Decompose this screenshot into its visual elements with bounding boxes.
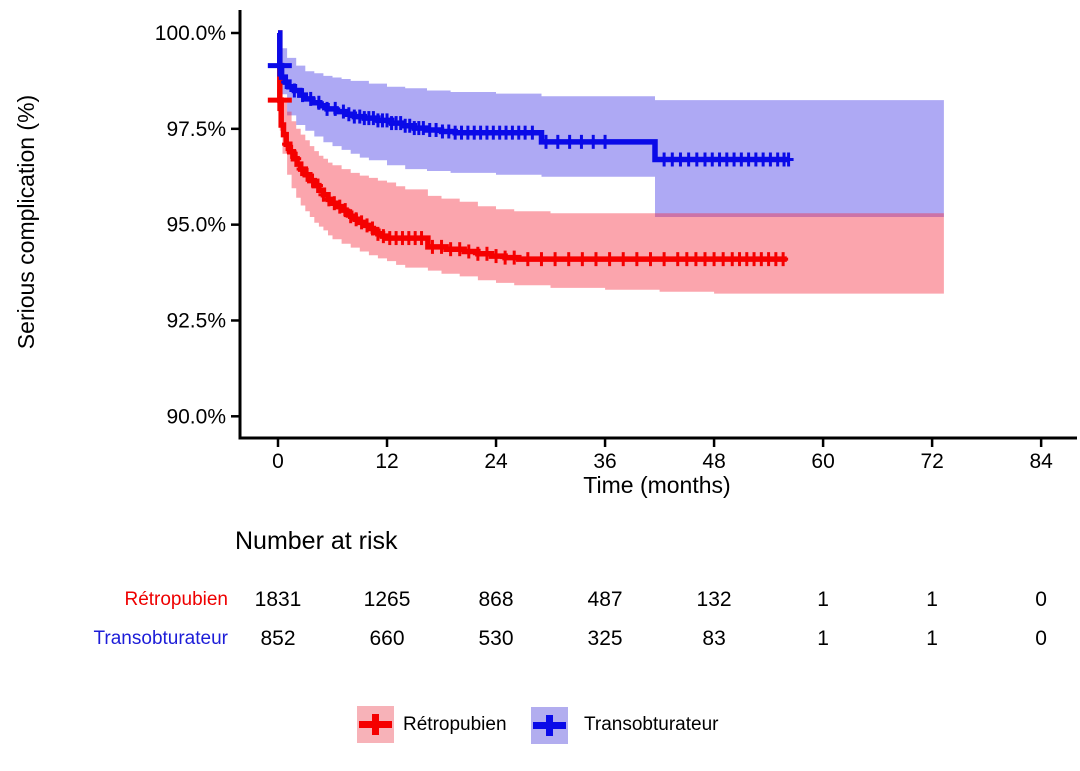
censor-plus-icon-vbar bbox=[546, 715, 553, 736]
survival-chart: 100.0% 97.5% 95.0% 92.5% 90.0% 0 12 24 36 48 60 72… bbox=[155, 10, 1077, 473]
x-tick-label: 24 bbox=[484, 450, 508, 473]
risk-count: 1265 bbox=[363, 588, 411, 611]
y-tick-label: 95.0% bbox=[166, 214, 226, 237]
risk-count: 0 bbox=[1035, 588, 1047, 611]
legend-label-retropubien: Rétropubien bbox=[403, 714, 507, 735]
risk-count: 868 bbox=[478, 588, 514, 611]
band-Rétropubien bbox=[279, 77, 944, 294]
risk-count: 1 bbox=[817, 627, 829, 650]
y-tick-labels: 100.0% 97.5% 95.0% 92.5% 90.0% bbox=[155, 22, 226, 428]
axis-lines bbox=[238, 10, 1077, 440]
x-tick-label: 72 bbox=[920, 450, 943, 473]
risk-table-title: Number at risk bbox=[235, 527, 398, 555]
x-tick-label: 36 bbox=[593, 450, 616, 473]
risk-count: 852 bbox=[260, 627, 296, 650]
risk-count: 132 bbox=[696, 588, 732, 611]
risk-row: Transobturateur 852 660 530 325 83 1 1 0 bbox=[0, 627, 1080, 653]
y-axis-title: Serious complication (%) bbox=[13, 94, 39, 350]
y-tick-label: 100.0% bbox=[155, 22, 226, 45]
legend-key-transobturateur bbox=[531, 707, 568, 744]
legend-key-retropubien bbox=[357, 706, 394, 743]
censor-plus-icon bbox=[533, 722, 566, 729]
legend-label-transobturateur: Transobturateur bbox=[584, 714, 719, 735]
risk-count: 0 bbox=[1035, 627, 1047, 650]
y-tick-label: 90.0% bbox=[166, 405, 226, 428]
risk-count: 530 bbox=[478, 627, 514, 650]
x-tick-label: 48 bbox=[702, 450, 725, 473]
x-axis-title: Time (months) bbox=[583, 472, 731, 498]
risk-count: 325 bbox=[587, 627, 623, 650]
x-tick-label: 12 bbox=[375, 450, 398, 473]
risk-row: Rétropubien 1831 1265 868 487 132 1 1 0 bbox=[0, 588, 1080, 614]
censors-Rétropubien bbox=[267, 89, 789, 267]
risk-count: 1 bbox=[926, 588, 938, 611]
censor-plus-icons bbox=[267, 54, 794, 267]
risk-count: 1 bbox=[817, 588, 829, 611]
x-tick-label: 60 bbox=[811, 450, 834, 473]
x-tick-label: 0 bbox=[272, 450, 284, 473]
confidence-bands bbox=[279, 48, 944, 294]
risk-row-label: Transobturateur bbox=[93, 628, 228, 649]
y-tick-label: 92.5% bbox=[166, 309, 226, 332]
censor-plus-icon bbox=[359, 721, 392, 728]
censors-Transobturateur bbox=[267, 54, 794, 167]
risk-count: 83 bbox=[702, 627, 726, 650]
x-tick-label: 84 bbox=[1029, 450, 1053, 473]
band-Transobturateur bbox=[279, 48, 944, 217]
y-tick-label: 97.5% bbox=[166, 118, 226, 141]
censor-plus-icon-vbar bbox=[372, 714, 379, 735]
risk-count: 487 bbox=[587, 588, 623, 611]
risk-count: 660 bbox=[369, 627, 405, 650]
risk-row-label: Rétropubien bbox=[124, 589, 228, 610]
risk-count: 1 bbox=[926, 627, 938, 650]
x-tick-labels: 0 12 24 36 48 60 72 84 bbox=[272, 450, 1053, 473]
risk-count: 1831 bbox=[254, 588, 302, 611]
axes bbox=[231, 10, 1077, 447]
